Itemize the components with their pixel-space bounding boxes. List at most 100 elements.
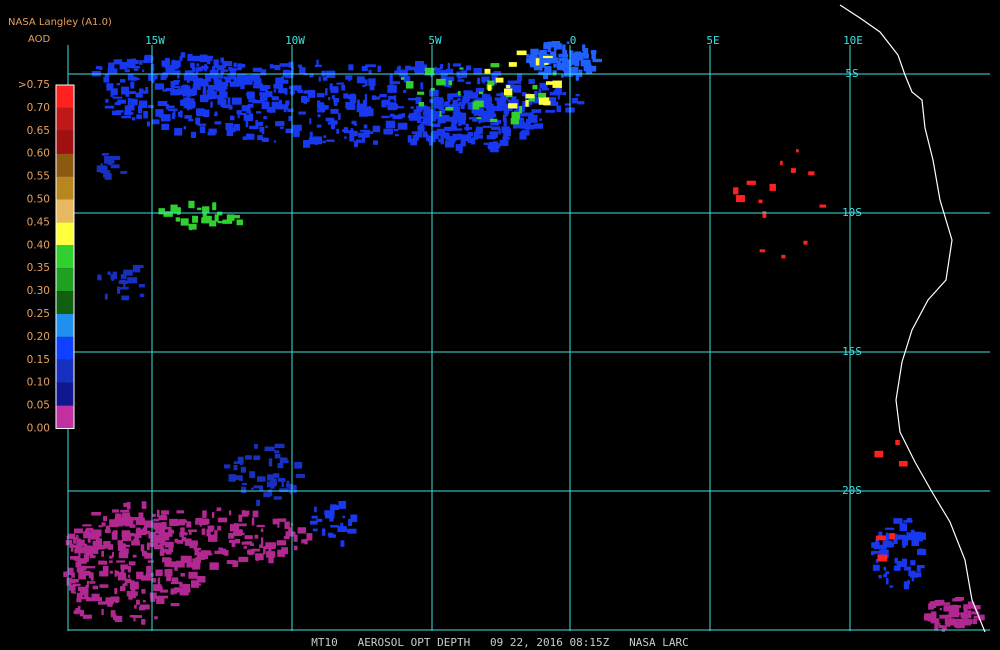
aerosol-pixel: [290, 85, 300, 91]
aerosol-pixel: [197, 123, 207, 126]
legend-swatch: [56, 314, 74, 337]
aerosol-pixel: [261, 101, 270, 109]
aerosol-pixel: [167, 574, 172, 581]
aerosol-pixel: [872, 550, 883, 554]
aerosol-pixel: [171, 86, 180, 89]
aerosol-pixel: [508, 103, 518, 109]
aerosol-pixel: [475, 87, 485, 93]
aerosol-pixel: [557, 64, 565, 71]
aerosol-pixel: [288, 527, 292, 534]
legend-label: 0.65: [27, 125, 50, 137]
aerosol-pixel: [74, 547, 82, 551]
aerosol-pixel: [267, 474, 275, 481]
aerosol-pixel: [291, 66, 295, 74]
aerosol-pixel: [240, 486, 247, 494]
aerosol-pixel: [216, 67, 221, 71]
aerosol-pixel: [916, 564, 925, 569]
aerosol-pixel: [952, 612, 961, 615]
aerosol-pixel: [411, 131, 416, 135]
aerosol-pixel: [76, 542, 80, 550]
aerosol-pixel: [127, 98, 131, 106]
aerosol-pixel: [190, 62, 195, 68]
aerosol-pixel: [274, 453, 281, 459]
aerosol-pixel: [210, 101, 213, 108]
aerosol-pixel: [87, 535, 91, 543]
aerosol-pixel: [948, 608, 953, 617]
aerosol-pixel: [92, 585, 99, 590]
aerosol-pixel: [972, 605, 981, 610]
aerosol-pixel: [263, 547, 266, 555]
aerosol-pixel: [407, 135, 412, 143]
aerosol-pixel: [188, 529, 197, 533]
aerosol-pixel: [233, 123, 240, 131]
aerosol-pixel: [98, 601, 106, 605]
aerosol-pixel: [217, 86, 221, 91]
aerosol-pixel: [576, 52, 584, 58]
aerosol-pixel: [359, 111, 368, 117]
aerosol-pixel: [441, 108, 446, 114]
legend-label: 0.05: [27, 400, 50, 412]
aerosol-pixel: [135, 517, 145, 525]
aerosol-pixel: [350, 514, 358, 522]
aerosol-pixel: [158, 527, 166, 535]
aerosol-pixel: [254, 534, 259, 539]
aerosol-pixel: [571, 97, 578, 104]
aerosol-pixel: [285, 531, 295, 537]
aerosol-pixel: [474, 100, 484, 108]
aerosol-pixel: [224, 464, 231, 469]
aerosol-pixel: [112, 530, 118, 534]
aerosol-pixel: [329, 505, 340, 511]
aerosol-pixel: [803, 240, 808, 245]
aerosol-pixel: [357, 99, 360, 106]
aerosol-pixel: [204, 74, 212, 82]
aerosol-pixel: [245, 119, 249, 128]
aerosol-pixel: [149, 592, 157, 599]
aerosol-pixel: [144, 55, 153, 63]
aerosol-pixel: [222, 61, 233, 67]
aerosol-pixel: [429, 89, 439, 97]
aerosol-pixel: [451, 103, 461, 106]
aerosol-pixel: [392, 115, 402, 120]
aerosol-pixel: [80, 588, 88, 595]
aerosol-pixel: [105, 99, 109, 103]
aerosol-pixel: [161, 521, 167, 529]
aerosol-pixel: [419, 116, 427, 119]
aerosol-pixel: [313, 136, 323, 145]
aerosol-pixel: [198, 518, 208, 526]
aerosol-pixel: [198, 113, 204, 116]
aerosol-pixel: [943, 605, 952, 612]
aerosol-pixel: [430, 132, 439, 139]
aerosol-pixel: [180, 555, 187, 564]
aerosol-pixel: [201, 528, 206, 535]
aerosol-pixel: [237, 113, 240, 119]
aerosol-pixel: [260, 537, 264, 545]
aerosol-pixel: [121, 295, 130, 301]
aerosol-pixel: [387, 85, 397, 93]
aerosol-pixel: [278, 99, 283, 105]
aerosol-pixel: [506, 85, 511, 89]
aerosol-pixel: [104, 528, 111, 534]
aerosol-pixel: [233, 464, 238, 471]
aerosol-pixel: [470, 92, 479, 98]
aerosol-pixel: [103, 541, 111, 549]
aerosol-pixel: [426, 134, 429, 139]
aerosol-pixel: [343, 93, 349, 99]
aerosol-pixel: [138, 100, 148, 109]
aerosol-pixel: [199, 94, 209, 103]
aerosol-pixel: [157, 577, 161, 585]
aerosol-pixel: [168, 545, 174, 553]
aerosol-pixel: [107, 68, 118, 74]
aerosol-pixel: [192, 55, 201, 62]
aerosol-pixel: [217, 66, 226, 69]
aerosol-pixel: [447, 95, 451, 103]
aerosol-pixel: [120, 509, 130, 513]
aerosol-pixel: [112, 96, 123, 99]
aerosol-pixel: [476, 117, 482, 120]
aerosol-pixel: [945, 623, 951, 627]
aerosol-pixel: [217, 517, 228, 523]
aerosol-pixel: [207, 84, 217, 91]
aerosol-pixel: [214, 83, 221, 86]
aerosol-pixel: [213, 113, 218, 117]
aerosol-pixel: [214, 111, 218, 117]
